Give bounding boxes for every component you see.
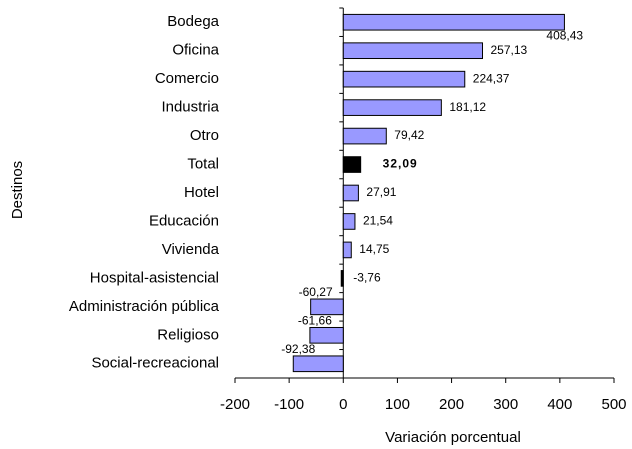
y-tick-label: Otro bbox=[190, 127, 219, 144]
x-tick-label: 200 bbox=[439, 396, 464, 413]
bar bbox=[342, 70, 466, 88]
value-label: 181,12 bbox=[449, 100, 486, 114]
bar bbox=[342, 42, 484, 60]
bar bbox=[342, 99, 442, 116]
value-label: 79,42 bbox=[394, 128, 424, 142]
y-tick-label: Oficina bbox=[172, 42, 219, 59]
y-tick-label: Bodega bbox=[167, 13, 219, 30]
bar bbox=[342, 13, 565, 31]
value-label: 32,09 bbox=[383, 157, 418, 171]
value-label: 14,75 bbox=[359, 242, 389, 256]
value-label: 224,37 bbox=[473, 71, 510, 85]
x-tick-label: -100 bbox=[274, 396, 304, 413]
y-tick-label: Comercio bbox=[155, 70, 219, 87]
x-tick-label: 500 bbox=[601, 396, 626, 413]
value-label: 257,13 bbox=[491, 43, 528, 57]
x-tick-label: -200 bbox=[220, 396, 250, 413]
bar bbox=[342, 127, 387, 145]
bar bbox=[309, 326, 344, 344]
bar bbox=[310, 298, 344, 316]
x-tick-label: 100 bbox=[385, 396, 410, 413]
x-axis-label: Variación porcentual bbox=[385, 429, 521, 446]
bar bbox=[342, 156, 362, 173]
y-tick-label: Administración pública bbox=[69, 298, 220, 315]
bar bbox=[340, 270, 344, 287]
y-tick-label: Hospital-asistencial bbox=[90, 269, 219, 286]
bar bbox=[292, 355, 344, 373]
value-label: 27,91 bbox=[366, 185, 396, 199]
bar bbox=[342, 241, 352, 259]
value-label: -92,38 bbox=[281, 342, 315, 356]
y-tick-label: Total bbox=[187, 156, 219, 173]
bar bbox=[342, 213, 356, 230]
y-tick-label: Vivienda bbox=[162, 241, 220, 258]
x-tick-label: 0 bbox=[339, 396, 347, 413]
value-label: 408,43 bbox=[546, 28, 583, 42]
y-tick-label: Hotel bbox=[184, 184, 219, 201]
y-axis-label: Destinos bbox=[9, 161, 26, 219]
y-tick-label: Industria bbox=[161, 99, 219, 116]
value-label: -3,76 bbox=[353, 271, 381, 285]
value-label: 21,54 bbox=[363, 214, 393, 228]
y-tick-label: Religioso bbox=[157, 326, 219, 343]
x-tick-label: 300 bbox=[493, 396, 518, 413]
bar bbox=[342, 184, 359, 202]
value-label: -60,27 bbox=[299, 285, 333, 299]
y-tick-label: Educación bbox=[149, 212, 219, 229]
value-label: -61,66 bbox=[298, 313, 332, 327]
y-tick-label: Social-recreacional bbox=[91, 355, 219, 372]
x-tick-label: 400 bbox=[547, 396, 572, 413]
